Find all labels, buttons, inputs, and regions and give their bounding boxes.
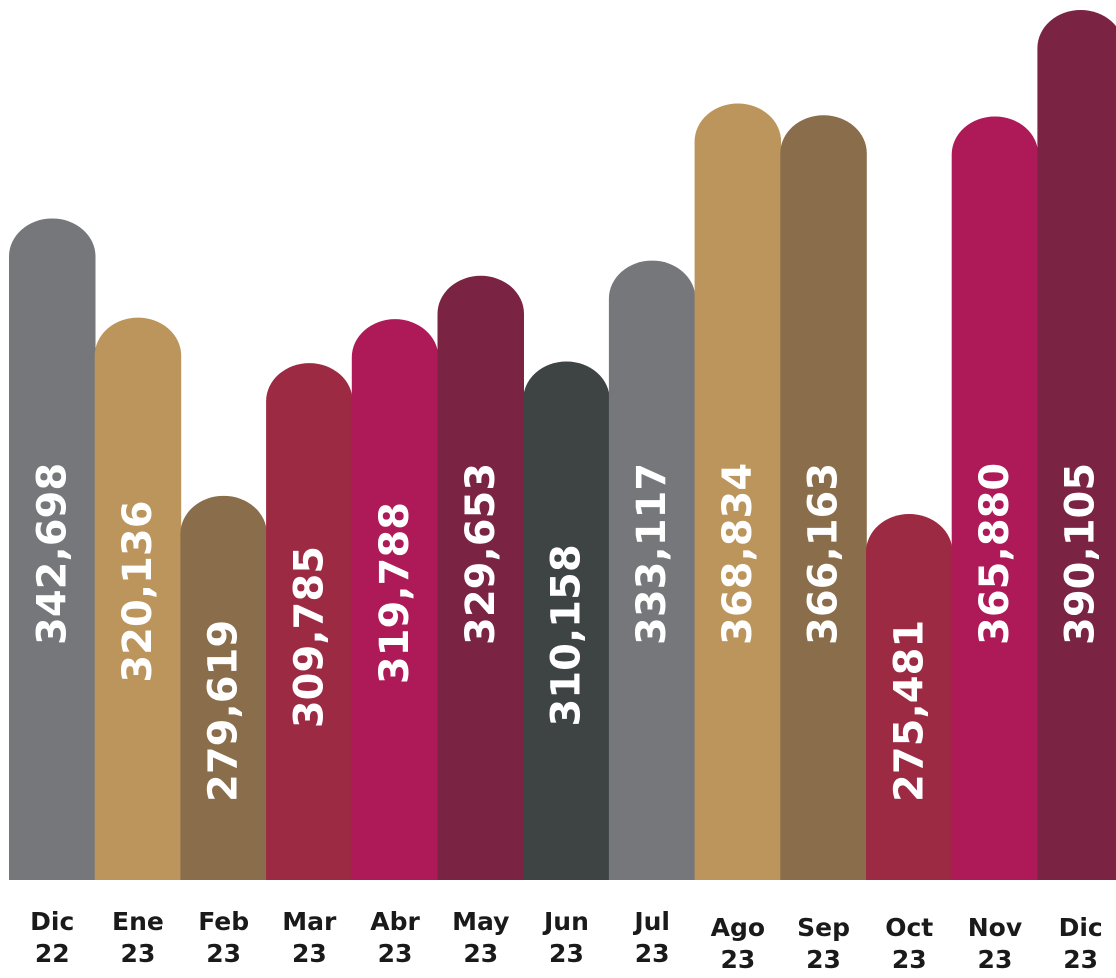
bar-value-label: 342,698 — [29, 463, 75, 645]
bar-sep-23 — [780, 115, 867, 881]
bar-value-label: 275,481 — [886, 620, 932, 802]
x-tick-year: 23 — [1063, 945, 1098, 974]
bar-value-label: 279,619 — [201, 620, 247, 802]
x-tick-month: Nov — [968, 913, 1022, 942]
bar-value-label: 368,834 — [715, 463, 761, 645]
x-tick-month: May — [452, 907, 509, 936]
x-tick-month: Jun — [542, 907, 589, 936]
x-tick-label: Dic 22 — [30, 907, 74, 968]
bar-abr-23 — [351, 319, 439, 880]
x-tick-year: 23 — [292, 939, 327, 968]
x-tick-month: Jul — [632, 907, 670, 936]
x-tick-year: 23 — [206, 939, 241, 968]
x-tick-label: Feb 23 — [198, 907, 249, 968]
x-tick-month: Feb — [198, 907, 249, 936]
x-tick-label: May 23 — [452, 907, 509, 968]
x-tick-month: Mar — [282, 907, 337, 936]
x-tick-label: Jun 23 — [542, 907, 589, 968]
bar-value-label: 319,788 — [372, 502, 418, 684]
bar-value-label: 333,117 — [629, 463, 675, 645]
x-tick-label: Dic 23 — [1059, 913, 1103, 974]
x-tick-label: Abr 23 — [370, 907, 420, 968]
bar-oct-23 — [866, 514, 953, 880]
bar-value-label: 390,105 — [1058, 463, 1104, 645]
x-tick-year: 23 — [378, 939, 413, 968]
bar-value-label: 320,136 — [115, 500, 161, 682]
x-tick-month: Ago — [711, 913, 765, 942]
x-tick-year: 23 — [720, 945, 755, 974]
bar-value-label: 366,163 — [801, 463, 847, 645]
x-tick-month: Oct — [885, 913, 933, 942]
x-tick-year: 23 — [978, 945, 1013, 974]
bars-group: 342,698 320,136 279,619 309,785 319,788 329,6… — [9, 10, 1116, 881]
bar-mar-23 — [266, 363, 353, 880]
bar-dic-23 — [1037, 10, 1116, 880]
bar-ago-23 — [694, 103, 782, 880]
x-tick-year: 23 — [121, 939, 156, 968]
bar-nov-23 — [951, 116, 1039, 880]
bar-value-label: 329,653 — [458, 463, 504, 645]
x-tick-year: 23 — [549, 939, 584, 968]
x-tick-month: Dic — [30, 907, 74, 936]
bar-feb-23 — [180, 495, 267, 880]
bar-dic-22 — [9, 218, 96, 880]
bar-value-label: 310,158 — [543, 544, 589, 726]
x-tick-label: Ene 23 — [112, 907, 164, 968]
x-tick-year: 23 — [635, 939, 670, 968]
x-tick-label: Jul 23 — [632, 907, 670, 968]
x-tick-label: Sep 23 — [797, 913, 850, 974]
x-tick-month: Sep — [797, 913, 850, 942]
x-tick-label: Oct 23 — [885, 913, 933, 974]
bar-ene-23 — [94, 317, 182, 880]
x-axis-ticks: Dic 22 Ene 23 Feb 23 Mar 23 Abr 23 May 23 Jun 23 Jul 23… — [30, 907, 1103, 974]
bar-value-label: 309,785 — [286, 546, 332, 728]
x-tick-year: 23 — [892, 945, 927, 974]
x-tick-label: Nov 23 — [968, 913, 1022, 974]
x-tick-label: Mar 23 — [282, 907, 337, 968]
bar-value-label: 365,880 — [972, 463, 1018, 645]
bar-jul-23 — [608, 260, 696, 880]
bar-may-23 — [437, 275, 524, 880]
x-tick-year: 23 — [463, 939, 498, 968]
x-tick-month: Abr — [370, 907, 420, 936]
x-tick-label: Ago 23 — [711, 913, 765, 974]
x-tick-month: Dic — [1059, 913, 1103, 942]
x-tick-year: 23 — [806, 945, 841, 974]
x-tick-month: Ene — [112, 907, 164, 936]
bar-jun-23 — [523, 361, 610, 880]
x-tick-year: 22 — [35, 939, 70, 968]
